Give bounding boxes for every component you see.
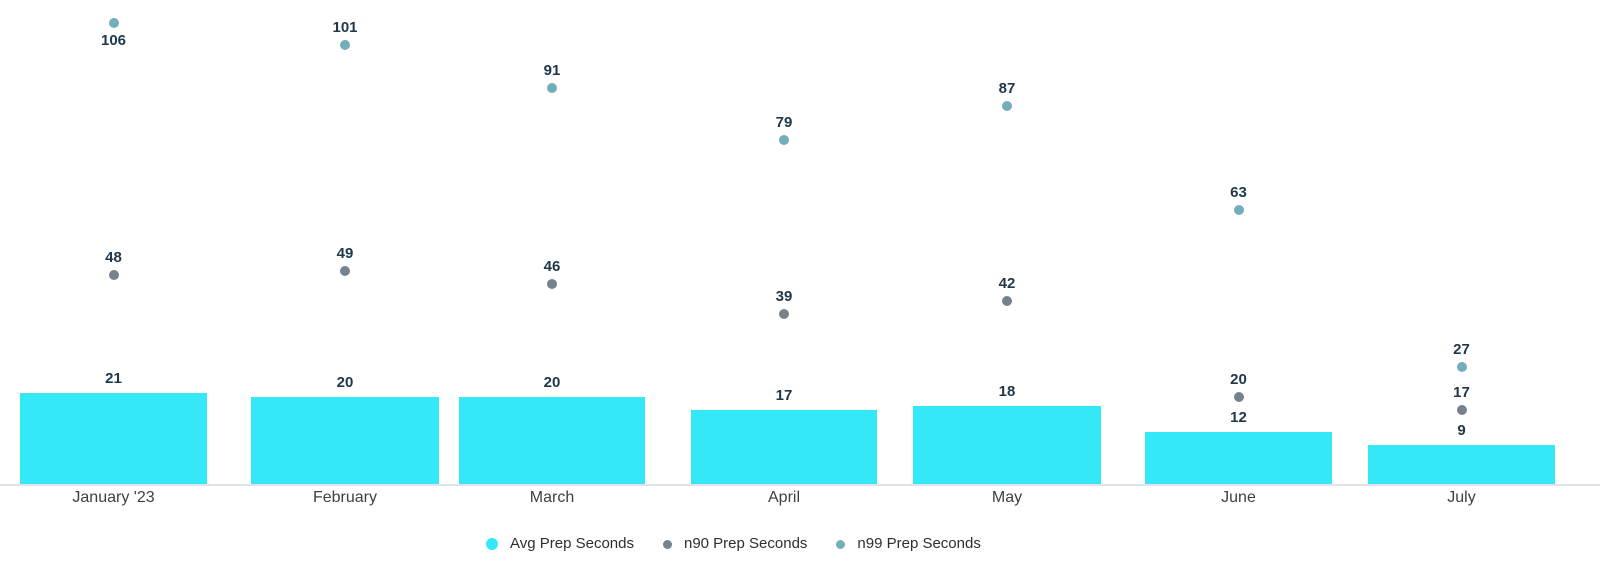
x-axis-label-january-23: January '23 (72, 489, 155, 506)
bar-value-june: 12 (1230, 408, 1247, 426)
n90-prep-seconds-dot-april[interactable] (779, 309, 789, 320)
n90-prep-seconds-dot-june[interactable] (1233, 392, 1244, 402)
n99-prep-seconds-value-april: 79 (775, 114, 793, 132)
x-axis-label-july: July (1447, 489, 1476, 506)
n99-prep-seconds-marker-icon (836, 539, 846, 549)
n90-prep-seconds-dot-july[interactable] (1456, 405, 1467, 416)
legend-label-n90-prep-seconds: n90 Prep Seconds (683, 535, 808, 552)
bar-value-february: 20 (336, 374, 354, 391)
n99-prep-seconds-dot-july[interactable] (1456, 361, 1467, 372)
n90-prep-seconds-value-july: 17 (1453, 384, 1470, 402)
n99-prep-seconds-dot-june[interactable] (1233, 204, 1244, 215)
n90-prep-seconds-marker-icon (662, 539, 672, 549)
legend-label-avg-prep-seconds: Avg Prep Seconds (510, 535, 634, 552)
n90-prep-seconds-value-may: 42 (998, 275, 1016, 293)
n99-prep-seconds-dot-may[interactable] (1002, 100, 1012, 111)
n99-prep-seconds-value-july: 27 (1453, 340, 1470, 358)
n99-prep-seconds-value-january-23: 106 (100, 31, 127, 49)
bar-february[interactable] (251, 397, 439, 484)
bar-july[interactable] (1368, 444, 1555, 484)
bar-may[interactable] (913, 405, 1101, 484)
n90-prep-seconds-dot-february[interactable] (340, 265, 350, 276)
bar-value-january-23: 21 (105, 369, 122, 387)
n99-prep-seconds-value-february: 101 (332, 18, 358, 36)
legend-label-n99-prep-seconds: n99 Prep Seconds (857, 535, 981, 552)
n99-prep-seconds-value-may: 87 (998, 79, 1016, 97)
bar-june[interactable] (1145, 431, 1332, 484)
n90-prep-seconds-value-march: 46 (543, 257, 561, 275)
x-axis-label-march: March (529, 489, 575, 506)
n90-prep-seconds-dot-january-23[interactable] (108, 270, 119, 281)
n90-prep-seconds-value-april: 39 (775, 288, 793, 306)
legend: Avg Prep Seconds n90 Prep Seconds n99 Pr… (486, 535, 981, 553)
n99-prep-seconds-value-march: 91 (543, 62, 561, 80)
n99-prep-seconds-dot-january-23[interactable] (108, 17, 119, 28)
n99-prep-seconds-dot-march[interactable] (547, 83, 557, 94)
bar-value-march: 20 (543, 374, 561, 391)
bar-april[interactable] (691, 410, 877, 484)
legend-item-avg-prep-seconds[interactable]: Avg Prep Seconds (486, 535, 634, 553)
n90-prep-seconds-value-january-23: 48 (105, 249, 122, 267)
n99-prep-seconds-dot-february[interactable] (340, 39, 350, 50)
avg-prep-seconds-marker-icon (486, 538, 498, 550)
n90-prep-seconds-dot-march[interactable] (547, 278, 557, 289)
x-axis-label-february: February (312, 489, 378, 506)
x-axis-label-june: June (1221, 489, 1256, 506)
n99-prep-seconds-value-june: 63 (1230, 183, 1247, 201)
x-axis-label-may: May (991, 489, 1023, 506)
x-axis-label-april: April (767, 489, 801, 506)
n90-prep-seconds-value-february: 49 (336, 244, 354, 262)
bar-march[interactable] (459, 397, 645, 484)
legend-item-n99-prep-seconds[interactable]: n99 Prep Seconds (836, 535, 981, 553)
n99-prep-seconds-dot-april[interactable] (779, 135, 789, 146)
bar-value-july: 9 (1457, 421, 1466, 439)
legend-item-n90-prep-seconds[interactable]: n90 Prep Seconds (662, 535, 808, 553)
bar-january-23[interactable] (20, 392, 207, 484)
bar-value-may: 18 (998, 382, 1016, 400)
x-axis-line (0, 484, 1600, 486)
n90-prep-seconds-value-june: 20 (1230, 371, 1247, 388)
n90-prep-seconds-dot-may[interactable] (1002, 296, 1012, 307)
bar-value-april: 17 (775, 387, 793, 405)
